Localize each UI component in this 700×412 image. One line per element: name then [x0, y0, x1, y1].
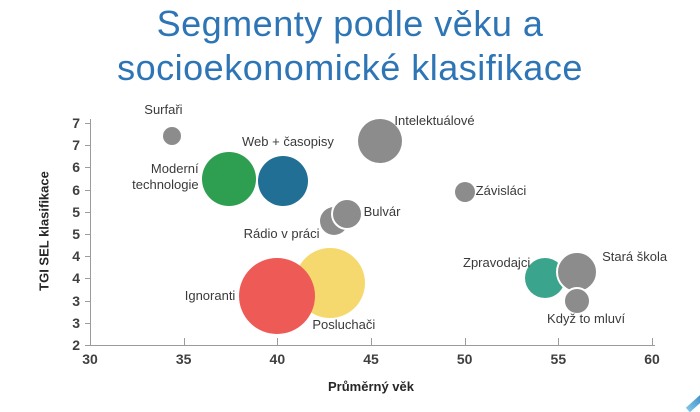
y-axis-tick: [85, 211, 90, 213]
bubble-label-intelektualove: Intelektuálové: [394, 112, 475, 128]
x-axis-title: Průměrný věk: [328, 379, 414, 394]
x-axis-tick: [652, 338, 653, 345]
slide-title: Segmenty podle věku a socioekonomické kl…: [0, 2, 700, 90]
x-axis-tick: [90, 338, 91, 345]
y-axis-tick-label: 6: [72, 181, 80, 198]
bubble-bulvar: [330, 198, 363, 231]
y-axis-tick-label: 4: [72, 270, 80, 287]
bubble-kdyz-to-mluvi: [563, 286, 592, 315]
y-axis-tick-label: 7: [72, 137, 80, 154]
bubble-ignoranti: [239, 258, 316, 335]
y-axis-tick-label: 3: [72, 292, 80, 309]
x-axis-tick: [371, 338, 372, 345]
y-axis-tick: [85, 234, 90, 235]
x-axis-tick: [277, 338, 279, 345]
x-axis-tick: [558, 338, 560, 345]
bubble-label-ignoranti: Ignoranti: [184, 288, 236, 304]
y-axis-tick: [85, 256, 90, 258]
bubble-label-zavislaci: Závisláci: [475, 182, 527, 198]
x-axis-tick-label: 60: [644, 351, 660, 367]
bubble-moderni-technologie: [201, 151, 256, 206]
y-axis-tick: [85, 345, 90, 346]
y-axis-tick-label: 4: [72, 248, 80, 265]
bubble-label-bulvar: Bulvár: [363, 203, 401, 219]
y-axis-tick-label: 7: [72, 115, 80, 131]
y-axis-tick: [85, 322, 90, 324]
bubble-label-posluchaci: Posluchači: [312, 316, 376, 332]
x-axis-tick-label: 40: [269, 351, 286, 367]
x-axis-tick-label: 50: [456, 351, 473, 367]
y-axis-title: TGI SEL klasifikace: [36, 171, 52, 291]
x-axis-tick-label: 35: [175, 351, 192, 367]
bubble-zavislaci: [454, 181, 475, 202]
y-axis-tick-label: 6: [72, 159, 80, 176]
bubble-label-radio-v-praci: Rádio v práci: [243, 225, 320, 241]
bubble-label-surfari: Surfaři: [144, 102, 183, 118]
bubble-label-zpravodajci: Zpravodajci: [463, 255, 531, 271]
x-axis-tick-label: 55: [550, 351, 567, 367]
y-axis-tick-label: 2: [72, 337, 80, 353]
bubble-label-moderni-technologie: Moderní technologie: [132, 160, 199, 192]
bubble-label-kdyz-to-mluvi: Když to mluví: [547, 310, 626, 326]
y-axis-tick-label: 3: [72, 314, 80, 331]
y-axis-line: [90, 119, 91, 346]
y-axis-tick-label: 5: [72, 203, 80, 220]
bubble-label-web-casopisy: Web + časopisy: [242, 133, 334, 149]
x-axis-tick: [183, 338, 185, 345]
y-axis-tick: [85, 167, 90, 169]
bubble-surfari: [163, 127, 182, 146]
x-axis-tick-label: 45: [363, 351, 379, 367]
bubble-web-casopisy: [257, 155, 308, 206]
x-axis-line: [90, 345, 655, 346]
x-axis-tick-label: 30: [82, 351, 98, 367]
y-axis-tick: [85, 145, 90, 147]
bubble-label-stara-skola: Stará škola: [602, 248, 668, 264]
slide-title-line-2: socioekonomické klasifikace: [117, 46, 583, 88]
y-axis-tick-label: 5: [72, 226, 80, 242]
slide-title-line-1: Segmenty podle věku a: [156, 3, 544, 44]
y-axis-tick: [85, 189, 90, 191]
bubble-intelektualove: [358, 118, 403, 163]
y-axis-tick: [85, 300, 90, 302]
x-axis-tick: [464, 338, 466, 345]
y-axis-tick: [85, 123, 90, 124]
y-axis-tick: [85, 278, 90, 280]
